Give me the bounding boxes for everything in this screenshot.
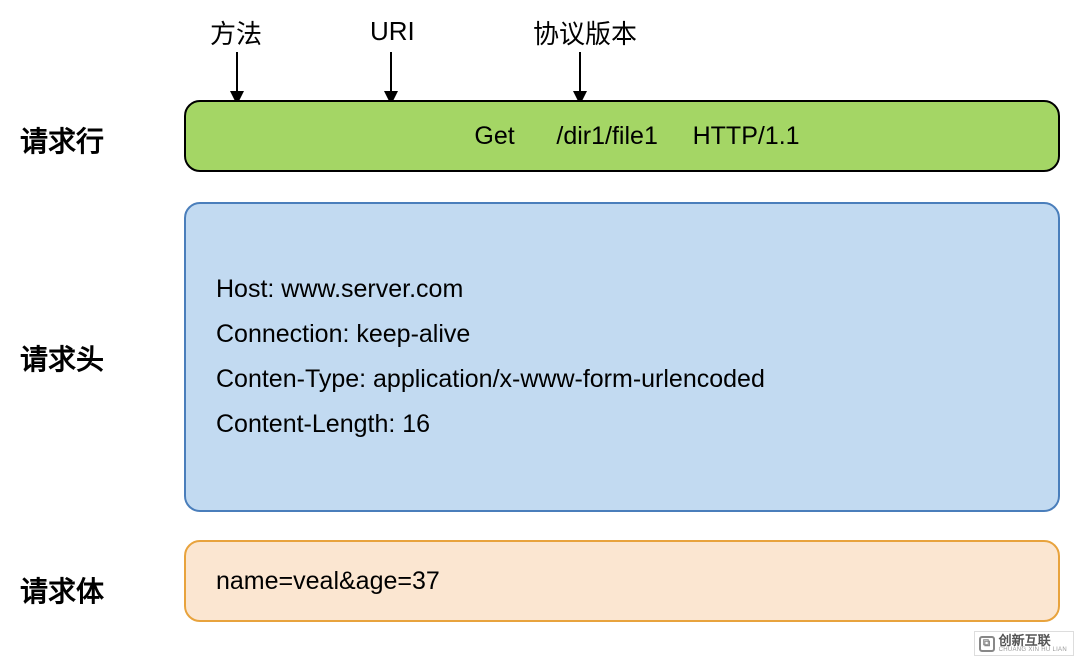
spacer <box>515 122 557 151</box>
watermark-logo-icon: ⧉ <box>979 636 995 652</box>
http-request-diagram: { "topLabels": { "method": { "text": "方法… <box>0 0 1080 662</box>
label-version: 协议版本 <box>533 14 637 51</box>
request-method: Get <box>474 122 514 151</box>
request-uri: /dir1/file1 <box>556 122 657 151</box>
label-method: 方法 <box>210 14 262 51</box>
request-body-box: name=veal&age=37 <box>184 540 1060 622</box>
watermark: ⧉ 创新互联 CHUANG XIN HU LIAN <box>974 631 1074 656</box>
request-version: HTTP/1.1 <box>693 122 800 151</box>
spacer <box>658 122 693 151</box>
header-line: Conten-Type: application/x-www-form-urle… <box>216 365 1058 394</box>
sidelabel-request-body: 请求体 <box>20 570 104 610</box>
header-line: Connection: keep-alive <box>216 320 1058 349</box>
label-uri: URI <box>370 16 415 47</box>
request-header-box: Host: www.server.com Connection: keep-al… <box>184 202 1060 512</box>
header-line: Host: www.server.com <box>216 275 1058 304</box>
header-line: Content-Length: 16 <box>216 410 1058 439</box>
watermark-sub: CHUANG XIN HU LIAN <box>999 647 1067 653</box>
watermark-text: 创新互联 <box>999 634 1067 647</box>
request-body-text: name=veal&age=37 <box>216 567 1058 596</box>
sidelabel-request-head: 请求头 <box>20 338 104 378</box>
request-line-box: Get /dir1/file1 HTTP/1.1 <box>184 100 1060 172</box>
sidelabel-request-line: 请求行 <box>20 120 104 160</box>
